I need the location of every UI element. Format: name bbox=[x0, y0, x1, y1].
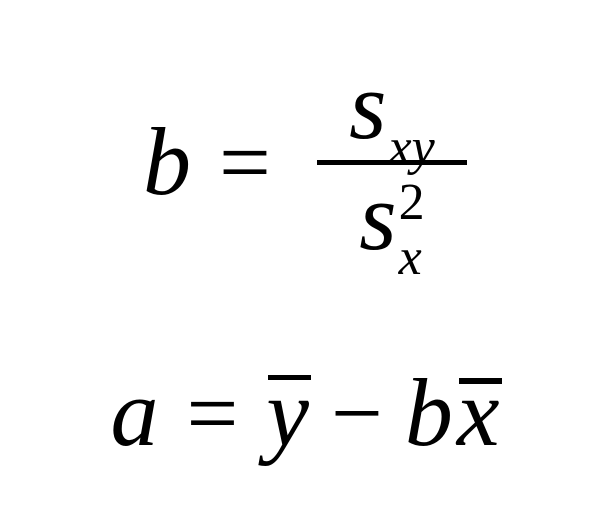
mean-y: y bbox=[266, 365, 309, 461]
slope-denominator: s 2 x bbox=[353, 165, 430, 265]
formula-page: b = s xy s 2 x a = y − b bbox=[0, 0, 610, 519]
variance-superscript-2: 2 bbox=[399, 183, 425, 222]
mean-x: x bbox=[457, 365, 500, 461]
slope-lhs-b: b bbox=[143, 114, 191, 210]
minus-sign: − bbox=[331, 367, 383, 459]
covariance-subscript-xy: xy bbox=[389, 122, 435, 174]
overbar-icon bbox=[459, 378, 502, 383]
equation-slope: b = s xy s 2 x bbox=[143, 58, 467, 265]
equation-intercept: a = y − b x bbox=[111, 365, 500, 461]
intercept-coef-b: b bbox=[405, 365, 453, 461]
covariance-s: s bbox=[349, 58, 386, 154]
variance-s: s bbox=[359, 169, 396, 265]
slope-numerator: s xy bbox=[343, 58, 441, 160]
variance-subscript-x: x bbox=[399, 238, 422, 277]
variance-sub-sup: 2 x bbox=[399, 191, 425, 269]
equals-sign: = bbox=[219, 116, 271, 208]
slope-fraction: s xy s 2 x bbox=[317, 58, 467, 265]
mean-x-glyph: x bbox=[457, 359, 500, 466]
equals-sign: = bbox=[187, 367, 239, 459]
overbar-icon bbox=[268, 375, 311, 380]
intercept-lhs-a: a bbox=[111, 365, 159, 461]
